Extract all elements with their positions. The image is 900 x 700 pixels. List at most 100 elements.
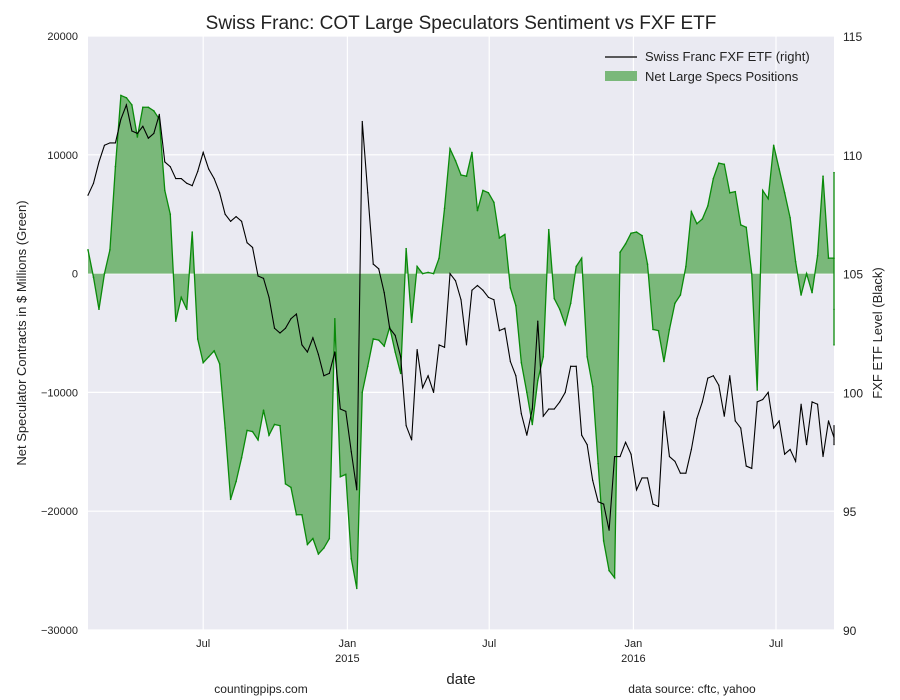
etf-data-point: [87, 194, 89, 196]
etf-data-point: [416, 349, 418, 351]
etf-data-point: [652, 503, 654, 505]
legend: Swiss Franc FXF ETF (right) Net Large Sp…: [605, 49, 810, 84]
etf-data-point: [345, 410, 347, 413]
etf-data-point: [822, 455, 824, 458]
etf-data-point: [773, 427, 775, 429]
specs-data-point: [580, 257, 583, 259]
etf-data-point: [268, 296, 270, 298]
etf-data-point: [350, 451, 352, 453]
etf-data-point: [679, 472, 682, 474]
right-tick-label: 105: [843, 268, 863, 282]
specs-data-point: [427, 271, 429, 274]
legend-label-etf: Swiss Franc FXF ETF (right): [645, 49, 810, 64]
etf-data-point: [219, 192, 221, 194]
specs-data-point: [153, 110, 155, 112]
specs-data-point: [218, 363, 221, 365]
specs-data-point: [438, 257, 440, 259]
etf-data-point: [103, 144, 106, 146]
etf-data-point: [169, 166, 171, 168]
specs-data-point: [98, 308, 100, 311]
specs-data-point: [526, 391, 528, 394]
x-tick-year-label: 2015: [335, 653, 359, 665]
chart-title: Swiss Franc: COT Large Speculators Senti…: [206, 13, 717, 34]
specs-data-point: [163, 189, 166, 192]
etf-data-point: [526, 434, 528, 436]
etf-data-point: [125, 104, 127, 106]
specs-data-point: [251, 430, 254, 433]
etf-data-point: [531, 408, 533, 410]
etf-data-point: [235, 215, 237, 218]
specs-data-point: [800, 294, 802, 296]
specs-data-point: [174, 320, 177, 322]
right-tick-label: 110: [843, 149, 862, 163]
etf-data-point: [718, 384, 720, 386]
specs-data-point: [707, 205, 709, 207]
etf-data-point: [279, 332, 281, 334]
specs-data-point: [421, 272, 424, 275]
etf-data-point: [240, 220, 243, 222]
area-series-layer: [87, 94, 835, 590]
specs-data-point: [169, 213, 172, 215]
etf-data-point: [290, 318, 292, 320]
etf-data-point: [422, 387, 424, 389]
specs-data-point: [142, 106, 144, 109]
specs-data-point: [558, 308, 561, 311]
etf-data-point: [685, 472, 687, 474]
specs-data-point: [487, 192, 490, 194]
specs-data-point: [449, 148, 451, 150]
specs-data-point: [663, 360, 665, 363]
etf-data-point: [301, 344, 303, 346]
etf-data-point: [592, 479, 594, 481]
etf-data-point: [164, 161, 166, 163]
etf-data-point: [356, 489, 358, 491]
specs-data-point: [608, 569, 610, 572]
etf-data-point: [515, 375, 517, 377]
etf-data-point: [372, 263, 374, 265]
specs-data-point: [196, 338, 199, 340]
etf-data-point: [624, 441, 627, 443]
etf-data-point: [246, 242, 248, 244]
x-tick-year-label: 2016: [621, 653, 645, 665]
etf-data-point: [153, 132, 155, 135]
etf-data-point: [92, 182, 95, 184]
etf-data-point: [663, 410, 665, 413]
specs-data-point: [520, 361, 523, 364]
specs-data-point: [515, 304, 517, 307]
specs-data-point: [657, 329, 660, 332]
specs-data-point: [646, 263, 649, 265]
etf-data-point: [208, 168, 210, 170]
etf-data-point: [613, 455, 616, 458]
etf-data-point: [520, 413, 522, 415]
specs-data-point: [279, 424, 281, 427]
specs-data-point: [778, 168, 780, 170]
etf-data-point: [564, 391, 566, 393]
etf-data-point: [674, 460, 676, 462]
etf-data-point: [487, 296, 490, 298]
specs-data-point: [284, 483, 287, 485]
etf-data-point: [180, 177, 182, 180]
specs-data-point: [207, 355, 210, 358]
specs-data-point: [679, 294, 682, 296]
specs-data-point: [405, 247, 407, 250]
etf-data-point: [548, 408, 550, 410]
etf-data-point: [131, 130, 133, 132]
specs-data-point: [504, 233, 506, 236]
etf-data-point: [454, 280, 457, 282]
specs-data-point: [454, 159, 457, 162]
specs-data-point: [822, 175, 824, 177]
right-tick-label: 90: [843, 624, 857, 638]
etf-data-point: [465, 344, 468, 346]
etf-data-point: [784, 453, 786, 455]
etf-data-point: [723, 415, 725, 417]
etf-data-point: [696, 417, 698, 420]
etf-data-point: [411, 439, 413, 441]
etf-data-point: [542, 415, 544, 417]
specs-data-point: [811, 291, 813, 294]
etf-data-point: [597, 501, 599, 503]
etf-data-point: [581, 434, 583, 436]
specs-data-point: [383, 345, 386, 347]
etf-data-point: [312, 337, 314, 339]
specs-data-point: [833, 257, 835, 259]
etf-data-point: [120, 118, 122, 120]
left-tick-label: 10000: [47, 150, 78, 162]
